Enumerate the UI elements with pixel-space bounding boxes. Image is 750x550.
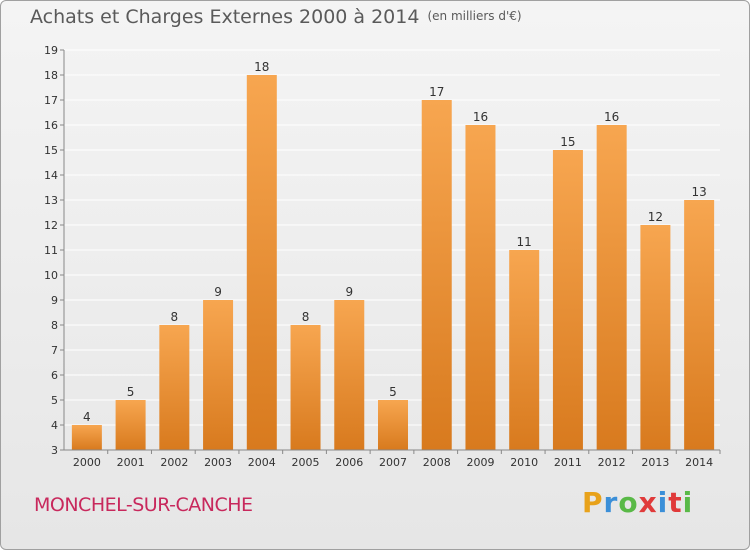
chart-unit-note: (en milliers d'€)	[427, 9, 522, 23]
y-tick-label: 12	[44, 219, 58, 232]
data-label: 15	[560, 135, 575, 149]
data-label: 11	[517, 235, 532, 249]
x-tick-label: 2011	[554, 456, 582, 469]
logo-letter: i	[657, 486, 669, 519]
x-tick-label: 2002	[160, 456, 188, 469]
y-tick-label: 7	[51, 344, 58, 357]
y-tick-label: 10	[44, 269, 58, 282]
y-tick-label: 19	[44, 44, 58, 57]
data-label: 9	[214, 285, 222, 299]
bars	[71, 75, 715, 450]
bar-2007	[378, 400, 408, 450]
logo-letter: i	[682, 486, 694, 519]
data-label: 8	[302, 310, 310, 324]
proxiti-logo[interactable]: Proxiti	[582, 486, 693, 519]
data-label: 5	[127, 385, 135, 399]
logo-letter: o	[618, 486, 639, 519]
x-tick-label: 2000	[73, 456, 101, 469]
y-tick-label: 11	[44, 244, 58, 257]
bar-2003	[203, 300, 234, 450]
x-axis: 2000 2001 2002 2003 2004 2005 2006 2007 2008 2009…	[64, 449, 721, 469]
data-label: 12	[648, 210, 663, 224]
bar-2012	[596, 125, 627, 450]
y-tick-label: 9	[51, 294, 58, 307]
y-tick-label: 5	[51, 394, 58, 407]
bar-2013	[640, 225, 671, 450]
data-label: 16	[604, 110, 619, 124]
y-tick-label: 14	[44, 169, 58, 182]
bar-2014	[684, 200, 715, 450]
x-tick-label: 2013	[641, 456, 669, 469]
bar-2011	[552, 150, 583, 450]
bar-2000	[71, 425, 102, 450]
y-tick-label: 6	[51, 369, 58, 382]
x-tick-label: 2014	[685, 456, 713, 469]
logo-letter: r	[603, 486, 619, 519]
x-tick-label: 2009	[466, 456, 494, 469]
data-label: 13	[691, 185, 706, 199]
x-tick-label: 2010	[510, 456, 538, 469]
y-tick-label: 3	[51, 444, 58, 457]
data-label: 9	[345, 285, 353, 299]
y-tick-label: 16	[44, 119, 58, 132]
chart-title: Achats et Charges Externes 2000 à 2014 (e…	[30, 6, 522, 28]
y-tick-label: 18	[44, 69, 58, 82]
y-tick-label: 13	[44, 194, 58, 207]
y-tick-label: 8	[51, 319, 58, 332]
data-label: 5	[389, 385, 397, 399]
x-tick-label: 2006	[335, 456, 363, 469]
data-label: 17	[429, 85, 444, 99]
bar-2001	[115, 400, 146, 450]
x-tick-label: 2004	[248, 456, 276, 469]
bar-2005	[290, 325, 321, 450]
x-tick-label: 2005	[292, 456, 320, 469]
chart-title-text: Achats et Charges Externes 2000 à 2014	[30, 6, 420, 28]
x-tick-label: 2007	[379, 456, 407, 469]
data-label: 16	[473, 110, 488, 124]
bar-2010	[509, 250, 540, 450]
bar-2002	[159, 325, 190, 450]
x-tick-label: 2008	[423, 456, 451, 469]
data-label: 18	[254, 60, 269, 74]
y-axis: 3 4 5 6 7 8 9 10 11 12 13 14 15 16 17 18 19	[44, 44, 65, 457]
y-tick-label: 15	[44, 144, 58, 157]
bar-2008	[421, 100, 452, 450]
logo-letter: P	[582, 486, 604, 519]
y-tick-label: 17	[44, 94, 58, 107]
bar-2004	[246, 75, 277, 450]
data-labels: 4 5 8 9 18 8 9 5 17 16 11 15 16 12 13	[83, 60, 707, 424]
data-label: 8	[171, 310, 179, 324]
logo-letter: t	[668, 486, 683, 519]
x-tick-label: 2001	[117, 456, 145, 469]
data-label: 4	[83, 410, 91, 424]
logo-letter: x	[638, 486, 658, 519]
commune-name: MONCHEL-SUR-CANCHE	[34, 494, 253, 516]
bar-2009	[465, 125, 496, 450]
x-tick-label: 2003	[204, 456, 232, 469]
bar-2006	[334, 300, 365, 450]
x-tick-label: 2012	[598, 456, 626, 469]
y-tick-label: 4	[51, 419, 58, 432]
